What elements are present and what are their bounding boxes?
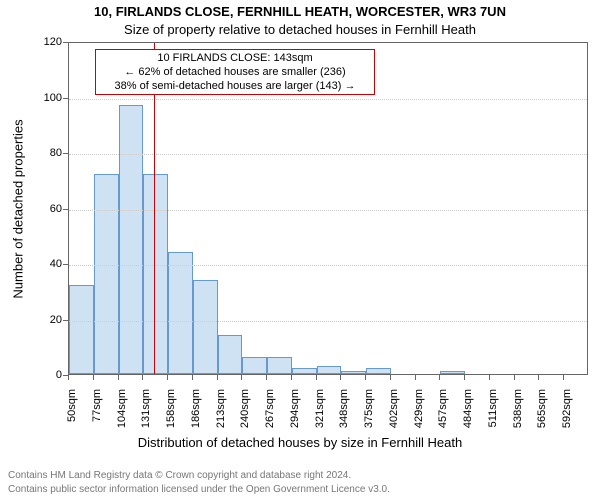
annotation-line-1: 10 FIRLANDS CLOSE: 143sqm (100, 52, 370, 66)
x-tick-mark (538, 375, 539, 380)
x-tick-label: 213sqm (215, 389, 227, 428)
y-tick-label: 40 (38, 258, 62, 270)
x-tick-mark (118, 375, 119, 380)
x-tick-label: 538sqm (512, 389, 524, 428)
x-tick-mark (93, 375, 94, 380)
chart-container: 10, FIRLANDS CLOSE, FERNHILL HEATH, WORC… (0, 0, 600, 500)
x-tick-label: 592sqm (561, 389, 573, 428)
chart-title: 10, FIRLANDS CLOSE, FERNHILL HEATH, WORC… (0, 4, 600, 19)
x-tick-mark (563, 375, 564, 380)
x-tick-label: 375sqm (363, 389, 375, 428)
x-tick-mark (316, 375, 317, 380)
y-tick-label: 80 (38, 147, 62, 159)
chart-subtitle: Size of property relative to detached ho… (0, 22, 600, 37)
grid-line (69, 99, 587, 100)
x-tick-mark (167, 375, 168, 380)
footer-line-2: Contains public sector information licen… (8, 484, 390, 495)
y-tick-mark (63, 264, 68, 265)
x-tick-label: 511sqm (487, 389, 499, 427)
x-tick-mark (439, 375, 440, 380)
x-tick-label: 186sqm (190, 389, 202, 428)
y-tick-label: 0 (38, 369, 62, 381)
x-axis-label: Distribution of detached houses by size … (0, 435, 600, 450)
x-tick-label: 484sqm (462, 389, 474, 428)
histogram-bar (440, 371, 465, 374)
x-tick-label: 240sqm (239, 389, 251, 428)
x-tick-mark (68, 375, 69, 380)
y-tick-label: 60 (38, 203, 62, 215)
x-tick-mark (390, 375, 391, 380)
histogram-bar (143, 174, 168, 374)
x-tick-label: 429sqm (413, 389, 425, 428)
histogram-bar (218, 335, 243, 374)
x-tick-label: 77sqm (91, 389, 103, 422)
x-tick-label: 348sqm (338, 389, 350, 428)
histogram-bar (341, 371, 366, 374)
plot-area: 10 FIRLANDS CLOSE: 143sqm ← 62% of detac… (68, 42, 588, 375)
x-tick-mark (266, 375, 267, 380)
histogram-bar (193, 280, 218, 374)
x-tick-mark (142, 375, 143, 380)
histogram-bar (317, 366, 342, 374)
histogram-bar (292, 368, 317, 374)
histogram-bar (366, 368, 391, 374)
x-tick-mark (514, 375, 515, 380)
x-tick-label: 565sqm (536, 389, 548, 428)
x-tick-label: 294sqm (289, 389, 301, 428)
annotation-line-2: ← 62% of detached houses are smaller (23… (100, 66, 370, 80)
y-tick-mark (63, 209, 68, 210)
x-tick-mark (291, 375, 292, 380)
x-tick-mark (192, 375, 193, 380)
grid-line (69, 321, 587, 322)
x-tick-label: 131sqm (140, 389, 152, 428)
grid-line (69, 265, 587, 266)
histogram-bar (168, 252, 193, 374)
y-tick-mark (63, 153, 68, 154)
y-tick-mark (63, 320, 68, 321)
histogram-bar (242, 357, 267, 374)
annotation-box: 10 FIRLANDS CLOSE: 143sqm ← 62% of detac… (95, 49, 375, 95)
x-tick-mark (217, 375, 218, 380)
x-tick-label: 158sqm (165, 389, 177, 428)
x-tick-mark (365, 375, 366, 380)
x-tick-mark (489, 375, 490, 380)
y-tick-label: 120 (38, 36, 62, 48)
y-tick-label: 100 (38, 92, 62, 104)
y-tick-mark (63, 42, 68, 43)
x-tick-mark (415, 375, 416, 380)
x-tick-label: 321sqm (314, 389, 326, 428)
x-tick-label: 267sqm (264, 389, 276, 428)
y-tick-label: 20 (38, 314, 62, 326)
x-tick-label: 104sqm (116, 389, 128, 428)
grid-line (69, 210, 587, 211)
histogram-bar (119, 105, 144, 374)
x-tick-mark (241, 375, 242, 380)
x-tick-mark (340, 375, 341, 380)
histogram-bar (94, 174, 119, 374)
footer-line-1: Contains HM Land Registry data © Crown c… (8, 470, 351, 481)
grid-line (69, 154, 587, 155)
x-tick-label: 457sqm (437, 389, 449, 428)
histogram-bar (69, 285, 94, 374)
x-tick-label: 50sqm (66, 389, 78, 422)
y-axis-label: Number of detached properties (11, 119, 26, 298)
x-tick-label: 402sqm (388, 389, 400, 428)
x-tick-mark (464, 375, 465, 380)
y-tick-mark (63, 98, 68, 99)
histogram-bar (267, 357, 292, 374)
annotation-line-3: 38% of semi-detached houses are larger (… (100, 80, 370, 94)
